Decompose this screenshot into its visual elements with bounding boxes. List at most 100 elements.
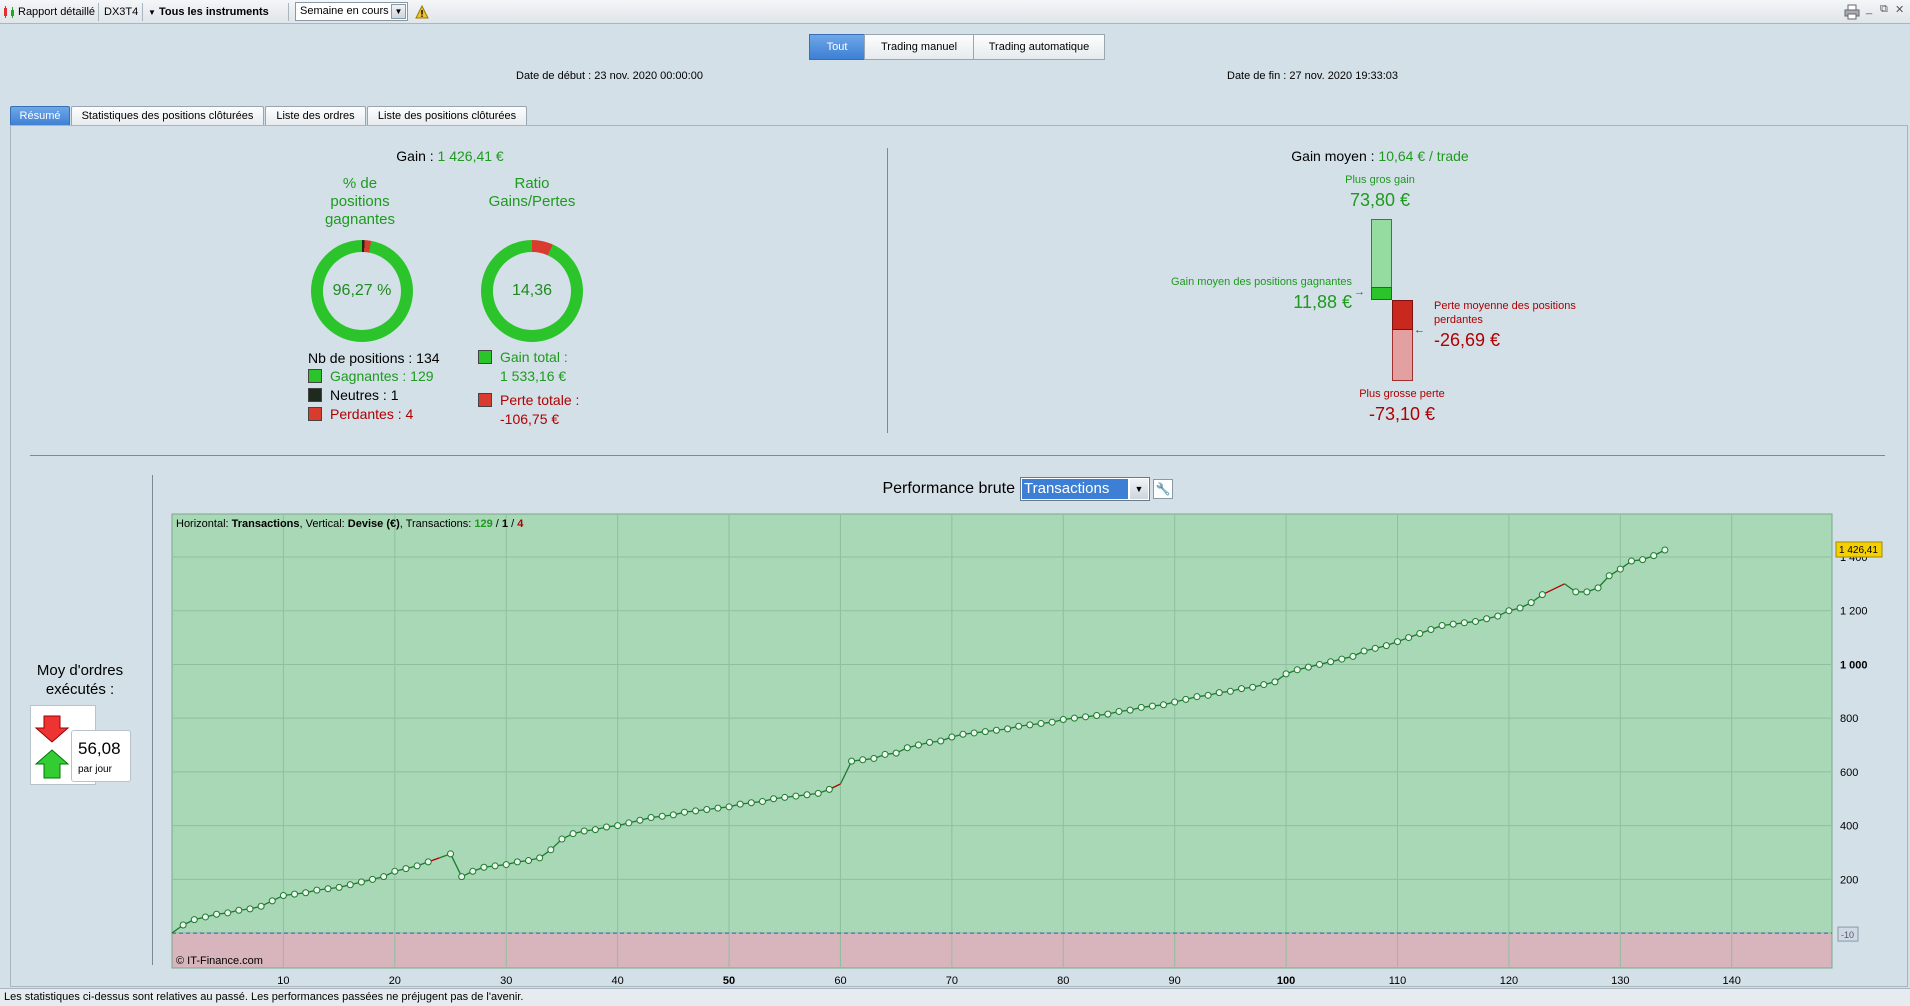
wrench-icon[interactable]: 🔧	[1153, 479, 1173, 499]
data-point	[1460, 619, 1468, 627]
avg-gain-header: Gain moyen : 10,64 € / trade	[1180, 148, 1580, 164]
chart-info-part: Horizontal:	[176, 518, 232, 530]
avg-win-label: Gain moyen des positions gagnantes	[1170, 276, 1352, 288]
top-toolbar: Rapport détaillé DX3T4 ▼ Tous les instru…	[0, 0, 1910, 24]
data-point	[413, 862, 421, 870]
data-point	[747, 799, 755, 807]
total-loss-value: -106,75 €	[500, 411, 560, 427]
minimize-icon[interactable]: _	[1866, 3, 1873, 15]
pct-title-line: positions	[330, 193, 390, 210]
y-tick-label: 600	[1840, 767, 1858, 779]
data-point	[1048, 718, 1056, 726]
period-value: Semaine en cours	[300, 5, 389, 17]
data-point	[914, 741, 922, 749]
period-select[interactable]: Semaine en cours ▼	[295, 2, 408, 21]
chevron-down-icon[interactable]: ▼	[391, 4, 406, 19]
data-point	[369, 875, 377, 883]
data-point	[781, 793, 789, 801]
x-tick-label: 60	[834, 975, 846, 987]
data-point	[1527, 599, 1535, 607]
chart-copyright: © IT-Finance.com	[176, 955, 263, 967]
data-point	[1070, 714, 1078, 722]
x-tick-label: 50	[723, 975, 735, 987]
caret-down-icon: ▼	[148, 8, 156, 17]
instrument-code[interactable]: DX3T4	[104, 6, 139, 18]
warning-icon[interactable]	[415, 4, 429, 19]
data-point	[1650, 552, 1658, 560]
chevron-down-icon[interactable]: ▼	[1130, 479, 1148, 499]
zero-tag	[1837, 926, 1859, 942]
instruments-dropdown[interactable]: ▼ Tous les instruments	[148, 4, 269, 20]
data-point	[1160, 701, 1168, 709]
data-point	[1661, 546, 1669, 554]
data-point	[235, 906, 243, 914]
data-point	[1349, 652, 1357, 660]
data-point	[736, 800, 744, 808]
data-point	[591, 826, 599, 834]
report-label[interactable]: Rapport détaillé	[18, 6, 96, 18]
data-point	[1282, 670, 1290, 678]
pct-title: % de positions gagnantes	[300, 175, 420, 229]
data-point	[558, 835, 566, 843]
total-gain-label: Gain total :	[500, 349, 568, 365]
data-point	[892, 749, 900, 757]
x-tick-label: 10	[277, 975, 289, 987]
data-point	[513, 858, 521, 866]
chart-info-part: 129	[474, 518, 492, 530]
data-point	[1449, 620, 1457, 628]
ratio-title-line: Gains/Pertes	[488, 193, 576, 210]
data-point	[814, 789, 822, 797]
y-tick-label: 200	[1840, 874, 1858, 886]
data-point	[792, 792, 800, 800]
tab-closed-list[interactable]: Liste des positions clôturées	[367, 106, 527, 126]
x-tick-label: 70	[946, 975, 958, 987]
data-point	[279, 891, 287, 899]
filter-all-button[interactable]: Tout	[809, 34, 865, 60]
data-point	[1538, 591, 1546, 599]
positions-count: Nb de positions : 134	[308, 350, 440, 366]
last-value-label: 1 426,41	[1839, 545, 1878, 556]
toolbar-divider	[98, 3, 99, 21]
filter-manual-button[interactable]: Trading manuel	[864, 34, 974, 60]
print-icon[interactable]	[1844, 4, 1860, 20]
data-point	[1015, 722, 1023, 730]
data-point	[725, 803, 733, 811]
tab-orders[interactable]: Liste des ordres	[265, 106, 366, 126]
data-point	[480, 863, 488, 871]
data-point	[870, 754, 878, 762]
tab-summary[interactable]: Résumé	[10, 106, 70, 126]
performance-select[interactable]: Transactions ▼	[1020, 477, 1150, 501]
data-point	[692, 807, 700, 815]
x-tick-label: 30	[500, 975, 512, 987]
data-point	[992, 726, 1000, 734]
data-point	[1639, 556, 1647, 564]
data-point	[647, 814, 655, 822]
close-icon[interactable]: ✕	[1895, 4, 1905, 16]
data-point	[669, 811, 677, 819]
chart-info-part: , Transactions:	[400, 518, 475, 530]
neutral-swatch	[308, 388, 322, 402]
data-point	[1360, 647, 1368, 655]
x-tick-label: 140	[1723, 975, 1741, 987]
orders-divider	[152, 475, 153, 965]
chart-positive-area	[171, 513, 1833, 934]
data-point	[1182, 695, 1190, 703]
data-point	[1605, 572, 1613, 580]
x-tick-label: 120	[1500, 975, 1518, 987]
chart-info-part: 1	[502, 518, 508, 530]
avg-loss-label: Perte moyenne des positions perdantes	[1434, 299, 1576, 327]
avg-win-value: 11,88 €	[1293, 292, 1352, 312]
max-gain-value: 73,80 €	[1349, 190, 1411, 210]
total-gain-swatch	[478, 350, 492, 364]
performance-label: Performance brute	[882, 480, 1015, 497]
data-point	[1382, 642, 1390, 650]
filter-auto-button[interactable]: Trading automatique	[973, 34, 1105, 60]
data-point	[1059, 716, 1067, 724]
winning-count: Gagnantes : 129	[330, 368, 434, 384]
data-point	[547, 846, 555, 854]
data-point	[224, 909, 232, 917]
max-loss-label: Plus grosse perte	[1359, 388, 1445, 400]
data-point	[491, 862, 499, 870]
restore-icon[interactable]: ⧉	[1880, 3, 1888, 15]
tab-closed-stats[interactable]: Statistiques des positions clôturées	[71, 106, 264, 126]
